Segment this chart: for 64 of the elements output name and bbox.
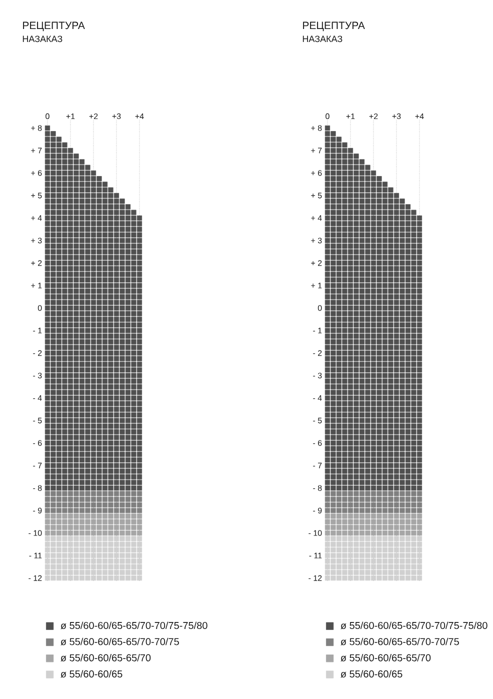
y-tick-label: + 3	[31, 238, 42, 244]
y-tick-label: + 6	[31, 170, 42, 176]
y-tick-label: + 2	[311, 260, 322, 266]
legend-label: ø 55/60-60/65-65/70	[340, 654, 431, 662]
y-tick-label: - 7	[33, 462, 42, 468]
y-tick-label: + 1	[311, 282, 322, 288]
chart-title: РЕЦЕПТУРА	[23, 22, 85, 32]
y-tick-label: - 3	[33, 372, 42, 378]
y-tick-label: - 10	[28, 530, 42, 536]
y-tick-label: - 8	[33, 485, 42, 491]
x-tick-label: 0	[326, 113, 330, 120]
y-tick-label: + 5	[31, 192, 42, 198]
y-tick-label: + 6	[311, 170, 322, 176]
legend-label: ø 55/60-60/65	[60, 670, 122, 678]
y-tick-label: - 11	[309, 552, 322, 558]
legend-label: ø 55/60-60/65-65/70-70/75-75/80	[340, 622, 488, 630]
y-tick-label: + 3	[311, 238, 322, 244]
x-tick-label: +2	[89, 113, 98, 120]
x-tick-label: +3	[392, 113, 401, 120]
y-tick-label: - 8	[313, 485, 322, 491]
y-tick-label: - 7	[313, 462, 322, 468]
y-tick-label: 0	[38, 305, 42, 311]
chart-subtitle: НАЗАКАЗ	[22, 36, 62, 42]
y-tick-label: - 10	[308, 530, 322, 536]
legend-label: ø 55/60-60/65-65/70	[60, 654, 151, 662]
chart-title: РЕЦЕПТУРА	[303, 22, 365, 32]
y-tick-label: + 5	[311, 192, 322, 198]
y-tick-label: - 1	[33, 328, 42, 334]
x-tick-label: +4	[135, 114, 144, 120]
y-tick-label: + 8	[31, 125, 42, 131]
x-tick-label: +3	[112, 113, 121, 120]
y-tick-label: + 2	[31, 260, 42, 266]
y-tick-label: + 1	[31, 282, 42, 288]
y-tick-label: - 4	[313, 395, 322, 401]
chart-subtitle: НАЗАКАЗ	[302, 36, 342, 42]
y-tick-label: 0	[318, 305, 322, 311]
y-tick-label: + 4	[31, 215, 42, 221]
x-tick-label: 0	[46, 113, 50, 120]
y-tick-label: + 7	[311, 148, 322, 154]
y-tick-label: - 3	[313, 372, 322, 378]
y-tick-label: - 9	[33, 508, 42, 514]
x-tick-label: +1	[346, 114, 355, 120]
legend-label: ø 55/60-60/65-65/70-70/75	[340, 638, 459, 646]
x-tick-label: +4	[415, 114, 424, 120]
y-tick-label: - 4	[33, 395, 42, 401]
y-tick-label: + 8	[311, 125, 322, 131]
y-tick-label: - 5	[313, 418, 322, 424]
legend-label: ø 55/60-60/65	[340, 670, 402, 678]
y-tick-label: - 5	[33, 418, 42, 424]
y-tick-label: - 12	[308, 575, 322, 581]
y-tick-label: - 2	[33, 350, 42, 356]
legend-label: ø 55/60-60/65-65/70-70/75	[60, 638, 179, 646]
x-tick-label: +2	[369, 113, 378, 120]
y-tick-label: - 6	[313, 440, 322, 446]
x-tick-label: +1	[66, 114, 75, 120]
legend-label: ø 55/60-60/65-65/70-70/75-75/80	[60, 622, 208, 630]
y-tick-label: - 6	[33, 440, 42, 446]
y-tick-label: - 9	[313, 508, 322, 514]
y-tick-label: + 4	[311, 215, 322, 221]
y-tick-label: + 7	[31, 148, 42, 154]
y-tick-label: - 2	[313, 350, 322, 356]
y-tick-label: - 1	[313, 328, 322, 334]
y-tick-label: - 11	[29, 552, 42, 558]
y-tick-label: - 12	[28, 575, 42, 581]
